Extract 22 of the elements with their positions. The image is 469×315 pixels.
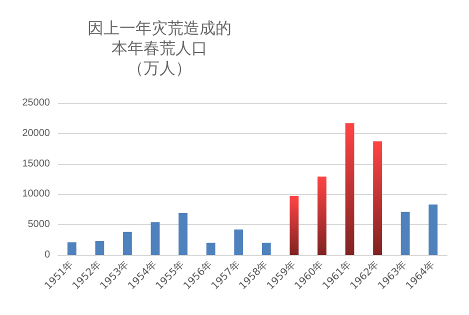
bar <box>428 204 438 255</box>
bar <box>206 242 216 255</box>
bar <box>318 176 326 255</box>
y-tick-label: 10000 <box>22 188 50 200</box>
bar <box>234 229 244 255</box>
bar <box>178 213 188 255</box>
bar <box>345 123 354 255</box>
bar <box>150 222 160 255</box>
bar <box>123 232 132 255</box>
bar <box>373 141 382 255</box>
bar <box>67 242 76 255</box>
bar <box>262 242 271 255</box>
chart-subtitle: （万人） <box>128 60 192 78</box>
bar <box>400 212 410 255</box>
y-tick-label: 5000 <box>28 219 50 230</box>
chart-title: 因上一年灾荒造成的本年春荒人口 <box>88 20 232 58</box>
y-tick-label: 25000 <box>22 98 50 108</box>
y-tick-label: 15000 <box>22 158 50 170</box>
y-tick-label: 20000 <box>22 128 50 139</box>
bar <box>290 196 299 255</box>
bar <box>95 241 104 255</box>
y-tick-label: 0 <box>44 250 50 260</box>
